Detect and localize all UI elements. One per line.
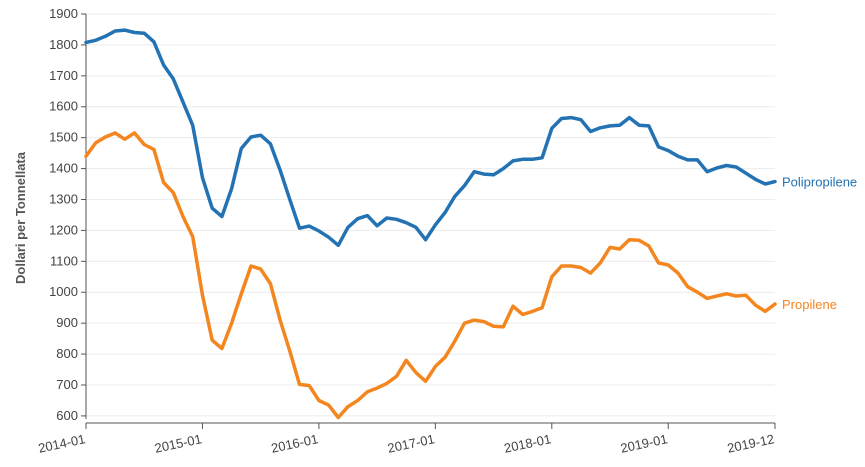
y-tick-label: 1300 [49,191,78,206]
y-tick-label: 1800 [49,37,78,52]
series-label-propilene: Propilene [782,297,837,312]
x-tick-label: 2016-01 [270,431,320,456]
x-tick-label: 2018-01 [503,431,553,456]
y-tick-label: 1700 [49,68,78,83]
series-line-propilene [84,131,777,420]
y-tick-label: 700 [56,377,78,392]
y-tick-label: 600 [56,408,78,423]
x-axis: 2014-01 2015-01 2016-01 2017-01 2018-01 2019-… [37,422,776,456]
x-tick-label: 2015-01 [153,431,203,456]
x-tick-label: 2019-01 [619,431,669,456]
series-lines: Polipropilene Propilene [84,28,857,420]
y-tick-label: 1400 [49,161,78,176]
y-tick-label: 1100 [50,253,78,268]
x-tick-label: 2019-12 [726,431,776,456]
y-tick-label: 900 [56,315,78,330]
y-tick-label: 1200 [49,222,78,237]
y-tick-label: 1500 [49,130,78,145]
y-tick-label: 1000 [49,284,78,299]
y-tick-label: 1900 [49,6,78,21]
x-tick-label: 2014-01 [37,431,87,456]
y-tick-label: 800 [56,346,78,361]
series-label-polipropilene: Polipropilene [782,175,857,190]
y-axis: 600 700 800 900 1000 1100 1200 1300 1400 1500 1600… [49,6,87,423]
y-gridlines [86,13,775,417]
series-line-polipropilene [84,28,777,248]
x-tick-label: 2017-01 [386,431,436,456]
y-axis-title: Dollari per Tonnellata [13,151,28,284]
y-tick-label: 1600 [49,99,78,114]
